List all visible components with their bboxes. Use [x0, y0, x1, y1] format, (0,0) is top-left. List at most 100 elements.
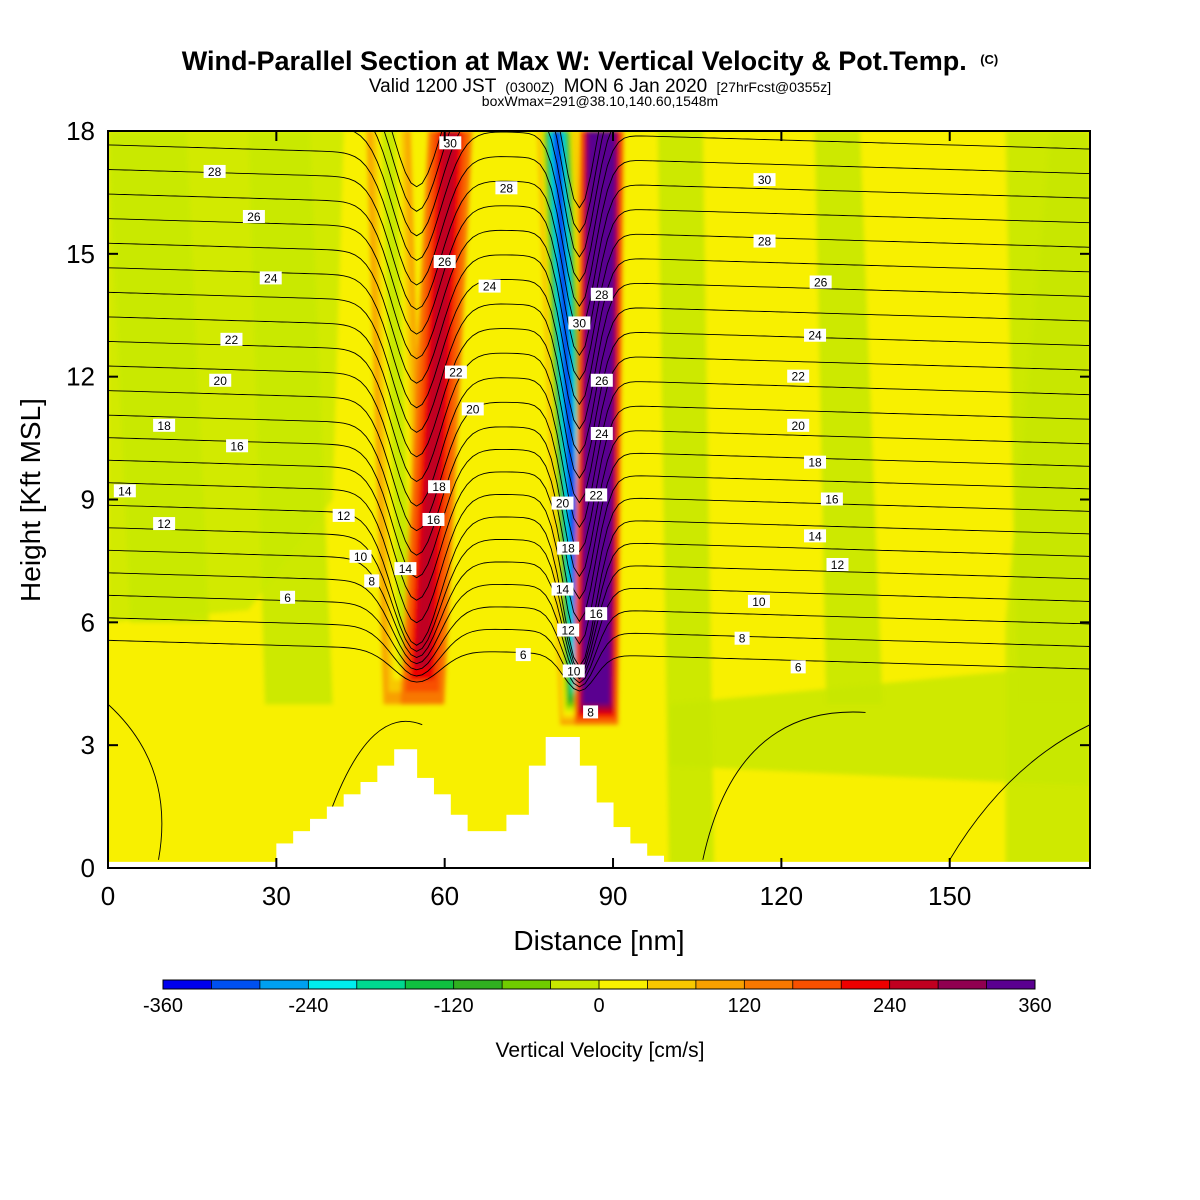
y-axis: 0 3 6 9 12 15 18: [66, 116, 1090, 883]
theta-contour-label: 22: [585, 488, 608, 502]
contour-label-text: 14: [556, 583, 570, 597]
contour-label-bg: [826, 558, 849, 572]
colorbar-segment: [938, 980, 987, 989]
contour-label-text: 8: [368, 574, 375, 588]
y-tick-label: 15: [66, 239, 95, 269]
theta-contour-label: 30: [753, 173, 776, 187]
theta-contour-labels: 2826242220181614121210861416182022242628…: [113, 136, 849, 719]
theta-contour-line: [108, 341, 1090, 504]
chart-subtitle-box: boxWmax=291@38.10,140.60,1548m: [482, 93, 718, 109]
theta-contour-line: [949, 724, 1090, 861]
colorbar-segment: [841, 980, 890, 989]
contour-label-bg: [551, 582, 574, 596]
contour-label-text: 16: [230, 439, 244, 453]
contour-label-text: 6: [795, 660, 802, 674]
theta-contour-line: [108, 527, 1090, 672]
theta-contour-line: [108, 390, 1090, 553]
theta-contour-label: 10: [747, 594, 770, 609]
theta-contour-line: [108, 703, 163, 860]
theta-contour-line: [108, 437, 1090, 600]
theta-contour-label: 18: [428, 480, 451, 494]
theta-contour-line: [108, 459, 1090, 623]
contour-label-text: 26: [438, 255, 452, 269]
contour-label-text: 18: [157, 419, 171, 433]
subtitle-date: MON 6 Jan 2020: [564, 76, 708, 97]
theta-contour-label: 10: [562, 664, 585, 678]
subtitle-forecast: [27hrFcst@0355z]: [717, 79, 832, 95]
theta-contour-label: 16: [226, 439, 249, 453]
colorbar-segment: [453, 980, 503, 989]
terrain-block: [506, 814, 530, 868]
colorbar-tick-label: 360: [1018, 995, 1051, 1017]
contour-label-text: 12: [831, 558, 845, 572]
theta-contour-label: 6: [790, 660, 806, 674]
contour-label-text: 14: [808, 529, 822, 543]
colorbar-title: Vertical Velocity [cm/s]: [496, 1039, 705, 1062]
colorbar: -360 -240 -120 0 120 240 360: [143, 979, 1052, 1017]
theta-contour-label: 12: [826, 558, 849, 572]
contour-label-text: 24: [483, 280, 497, 294]
downdraft-west-band: [381, 131, 413, 668]
contour-label-bg: [590, 287, 613, 301]
theta-contour-line: [702, 711, 866, 860]
contour-label-text: 22: [590, 488, 604, 502]
contour-label-bg: [259, 271, 282, 285]
contour-label-bg: [804, 455, 827, 469]
theta-contour-label: 24: [478, 279, 501, 294]
colorbar-segment: [211, 980, 261, 989]
theta-contour-label: 12: [153, 517, 176, 531]
contour-label-text: 26: [814, 275, 828, 289]
contour-label-text: 28: [758, 235, 772, 249]
contour-label-text: 20: [792, 419, 806, 433]
contour-label-bg: [820, 492, 843, 506]
theta-contour-label: 18: [557, 541, 580, 556]
colorbar-tick-label: 120: [728, 995, 761, 1017]
theta-contour-label: 24: [804, 328, 827, 343]
colorbar-segment: [405, 980, 454, 989]
colorbar-segment: [502, 980, 551, 989]
contour-label-bg: [226, 439, 249, 453]
contour-label-bg: [364, 574, 380, 588]
contour-label-text: 12: [561, 624, 575, 638]
theta-contour-label: 26: [433, 255, 456, 269]
contour-label-text: 14: [118, 484, 132, 498]
subtitle-zulu: (0300Z): [505, 79, 554, 95]
contour-label-bg: [809, 275, 832, 289]
contour-label-text: 30: [573, 316, 587, 330]
colorbar-tick-label: 240: [873, 995, 906, 1017]
theta-contour-line: [108, 572, 1090, 680]
colorbar-segment: [647, 980, 697, 989]
contour-label-bg: [804, 328, 827, 342]
contour-label-bg: [787, 418, 810, 432]
terrain-block: [528, 765, 547, 868]
theta-contour-line: [108, 144, 1090, 307]
y-tick-label: 12: [66, 362, 95, 392]
contour-label-text: 24: [595, 427, 609, 441]
contour-label-bg: [422, 512, 445, 526]
contour-label-bg: [787, 369, 810, 383]
colorbar-segment: [792, 980, 842, 989]
contour-label-bg: [557, 541, 580, 555]
contour-label-bg: [428, 480, 451, 494]
terrain-block: [613, 827, 631, 868]
y-tick-label: 9: [81, 485, 95, 515]
x-tick-label: 0: [101, 881, 115, 911]
contour-label-bg: [242, 209, 265, 223]
x-tick-label: 120: [760, 881, 803, 911]
terrain-mask: [108, 736, 1090, 868]
theta-contour-label: 6: [280, 590, 296, 605]
contour-label-bg: [562, 664, 585, 678]
theta-contour-label: 18: [153, 418, 176, 433]
theta-contour-line: [108, 639, 1090, 692]
contour-label-bg: [734, 631, 750, 645]
x-tick-label: 150: [928, 881, 971, 911]
theta-contour-label: 20: [551, 496, 574, 511]
x-axis: 0 30 60 90 120 150: [101, 131, 971, 911]
contour-label-text: 22: [792, 370, 806, 384]
x-axis-label: Distance [nm]: [513, 925, 684, 956]
theta-contour-label: 14: [804, 529, 827, 543]
theta-contour-label: 14: [394, 562, 417, 576]
contour-label-bg: [220, 332, 243, 346]
theta-contour-line: [332, 720, 423, 807]
colorbar-segment: [259, 980, 309, 989]
